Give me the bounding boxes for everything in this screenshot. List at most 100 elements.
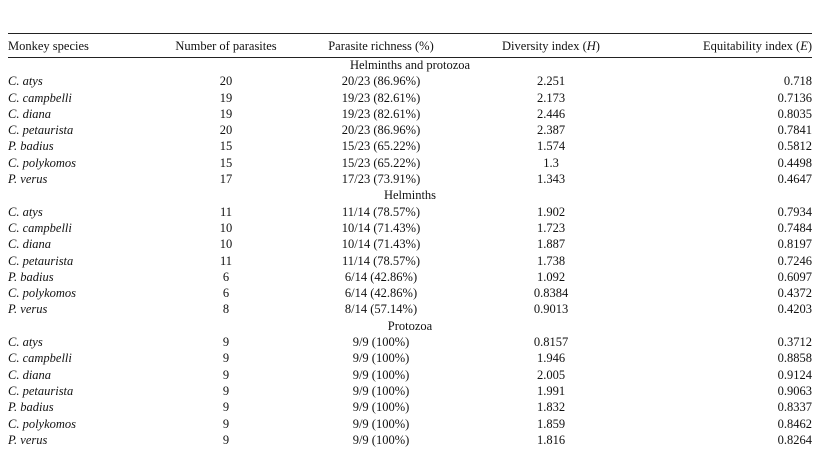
cell-richness: 17/23 (73.91%)	[341, 172, 421, 187]
cell-equitability: 0.3712	[777, 335, 812, 350]
cell-num-parasites: 9	[222, 432, 230, 447]
cell-species: C. campbelli	[8, 90, 72, 105]
cell-equitability: 0.4203	[777, 302, 812, 317]
cell-diversity: 1.574	[536, 139, 566, 154]
table-row: P. badius 6 6/14 (42.86%) 1.092 0.6097	[8, 269, 812, 285]
table-row: C. polykomos 9 9/9 (100%) 1.859 0.8462	[8, 416, 812, 432]
cell-richness: 9/9 (100%)	[352, 416, 410, 431]
cell-species: P. verus	[8, 432, 48, 447]
cell-num-parasites: 9	[222, 383, 230, 398]
cell-species: C. petaurista	[8, 383, 74, 398]
cell-equitability: 0.7934	[777, 204, 812, 219]
cell-diversity: 2.387	[536, 123, 566, 138]
cell-species: C. polykomos	[8, 155, 77, 170]
cell-num-parasites: 15	[219, 155, 233, 170]
cell-num-parasites: 11	[219, 204, 233, 219]
cell-richness: 9/9 (100%)	[352, 335, 410, 350]
header-equitability-close: )	[807, 39, 812, 54]
table-body: Helminths and protozoa C. atys 20 20/23 (86…	[8, 57, 812, 448]
cell-diversity: 2.446	[536, 106, 566, 121]
cell-richness: 11/14 (78.57%)	[342, 204, 420, 219]
cell-equitability: 0.4647	[777, 172, 812, 187]
group-heading-row: Helminths and protozoa	[8, 57, 812, 73]
table-row: C. polykomos 15 15/23 (65.22%) 1.3 0.4498	[8, 155, 812, 171]
cell-num-parasites: 9	[222, 335, 230, 350]
cell-equitability: 0.8337	[777, 400, 812, 415]
cell-num-parasites: 10	[219, 237, 233, 252]
cell-diversity: 1.343	[536, 172, 566, 187]
cell-diversity: 2.005	[536, 367, 566, 382]
cell-species: C. atys	[8, 204, 43, 219]
cell-richness: 9/9 (100%)	[352, 351, 410, 366]
cell-num-parasites: 19	[219, 106, 233, 121]
table-row: C. petaurista 9 9/9 (100%) 1.991 0.9063	[8, 383, 812, 399]
cell-species: P. verus	[8, 302, 48, 317]
cell-equitability: 0.7246	[777, 253, 812, 268]
table-row: P. verus 17 17/23 (73.91%) 1.343 0.4647	[8, 171, 812, 187]
cell-diversity: 1.816	[536, 432, 566, 447]
cell-num-parasites: 6	[222, 286, 230, 301]
table-row: P. verus 9 9/9 (100%) 1.816 0.8264	[8, 432, 812, 448]
table-row: C. diana 19 19/23 (82.61%) 2.446 0.8035	[8, 106, 812, 122]
cell-num-parasites: 6	[222, 269, 230, 284]
cell-richness: 10/14 (71.43%)	[341, 220, 421, 235]
cell-equitability: 0.8264	[777, 432, 812, 447]
cell-richness: 19/23 (82.61%)	[341, 106, 421, 121]
cell-diversity: 1.902	[536, 204, 566, 219]
table-row: C. atys 11 11/14 (78.57%) 1.902 0.7934	[8, 204, 812, 220]
table-row: C. campbelli 19 19/23 (82.61%) 2.173 0.7136	[8, 90, 812, 106]
cell-diversity: 1.092	[536, 269, 566, 284]
cell-species: P. badius	[8, 139, 54, 154]
group-title: Protozoa	[387, 318, 433, 333]
table-row: C. atys 20 20/23 (86.96%) 2.251 0.718	[8, 73, 812, 89]
cell-species: C. petaurista	[8, 253, 74, 268]
cell-diversity: 1.859	[536, 416, 566, 431]
header-rule	[8, 57, 812, 58]
cell-diversity: 1.887	[536, 237, 566, 252]
cell-species: C. diana	[8, 367, 52, 382]
cell-equitability: 0.718	[783, 74, 812, 89]
cell-diversity: 2.251	[536, 74, 566, 89]
cell-num-parasites: 9	[222, 416, 230, 431]
cell-richness: 9/9 (100%)	[352, 400, 410, 415]
header-diversity-close: )	[595, 39, 600, 54]
group-heading-row: Protozoa	[8, 318, 812, 334]
header-equitability-symbol: E	[800, 39, 808, 54]
cell-species: C. atys	[8, 335, 43, 350]
cell-diversity: 1.738	[536, 253, 566, 268]
cell-equitability: 0.4498	[777, 155, 812, 170]
cell-equitability: 0.7136	[777, 90, 812, 105]
cell-num-parasites: 11	[219, 253, 233, 268]
cell-diversity: 0.8384	[533, 286, 569, 301]
header-diversity-text: Diversity index (	[502, 39, 587, 54]
table-row: C. diana 10 10/14 (71.43%) 1.887 0.8197	[8, 236, 812, 252]
cell-equitability: 0.8197	[777, 237, 812, 252]
cell-diversity: 1.723	[536, 220, 566, 235]
cell-species: C. atys	[8, 74, 43, 89]
cell-num-parasites: 15	[219, 139, 233, 154]
cell-equitability: 0.6097	[777, 269, 812, 284]
table-row: P. badius 9 9/9 (100%) 1.832 0.8337	[8, 399, 812, 415]
cell-diversity: 1.3	[543, 155, 559, 170]
cell-equitability: 0.9124	[777, 367, 812, 382]
header-richness: Parasite richness (%)	[328, 39, 434, 54]
cell-species: C. campbelli	[8, 220, 72, 235]
cell-num-parasites: 9	[222, 400, 230, 415]
table-row: C. campbelli 10 10/14 (71.43%) 1.723 0.7484	[8, 220, 812, 236]
cell-num-parasites: 9	[222, 367, 230, 382]
cell-species: C. petaurista	[8, 123, 74, 138]
cell-richness: 11/14 (78.57%)	[342, 253, 420, 268]
header-species: Monkey species	[8, 39, 89, 54]
cell-richness: 6/14 (42.86%)	[344, 286, 418, 301]
cell-equitability: 0.5812	[777, 139, 812, 154]
cell-equitability: 0.4372	[777, 286, 812, 301]
cell-richness: 10/14 (71.43%)	[341, 237, 421, 252]
table-row: C. petaurista 20 20/23 (86.96%) 2.387 0.7841	[8, 122, 812, 138]
cell-richness: 9/9 (100%)	[352, 383, 410, 398]
cell-richness: 9/9 (100%)	[352, 432, 410, 447]
table-row: C. atys 9 9/9 (100%) 0.8157 0.3712	[8, 334, 812, 350]
cell-diversity: 0.9013	[533, 302, 569, 317]
header-equitability: Equitability index (E)	[636, 36, 812, 57]
cell-equitability: 0.7841	[777, 123, 812, 138]
